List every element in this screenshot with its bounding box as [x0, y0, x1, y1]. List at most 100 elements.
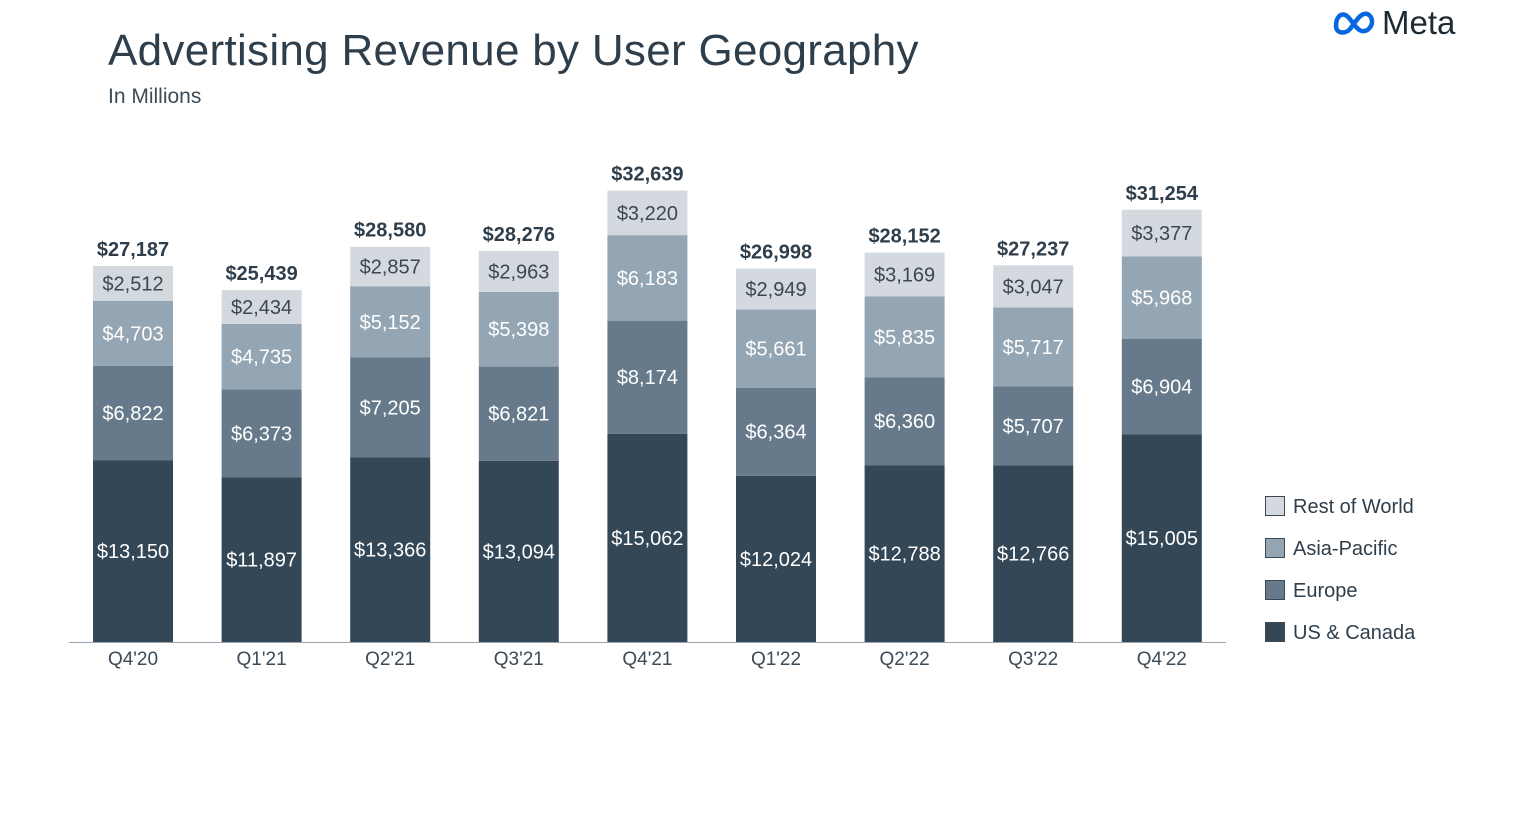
- total-label: $31,254: [1126, 183, 1199, 205]
- legend-swatch: [1265, 580, 1285, 600]
- bar-segment: [607, 190, 688, 236]
- bar-segment: [607, 320, 688, 434]
- data-label: $15,062: [611, 528, 683, 550]
- bar-segment: [993, 386, 1074, 466]
- data-label: $2,512: [102, 273, 163, 295]
- data-label: $13,150: [97, 541, 169, 563]
- data-label: $3,169: [874, 265, 935, 287]
- bar-segment: [607, 235, 688, 321]
- data-label: $6,904: [1131, 377, 1192, 399]
- data-label: $2,434: [231, 297, 292, 319]
- data-label: $5,835: [874, 327, 935, 349]
- bar-segment: [221, 290, 302, 324]
- bar-segment: [736, 309, 816, 388]
- legend-swatch: [1265, 538, 1285, 558]
- data-label: $4,703: [102, 323, 163, 345]
- data-label: $3,377: [1131, 223, 1192, 245]
- bar-segment: [221, 477, 302, 642]
- bar-segment: [607, 433, 688, 642]
- data-label: $6,821: [488, 404, 549, 426]
- total-label: $28,276: [483, 224, 555, 246]
- data-label: $5,707: [1003, 416, 1064, 438]
- legend-label: US & Canada: [1293, 622, 1416, 644]
- data-label: $7,205: [360, 397, 421, 419]
- legend-label: Europe: [1293, 580, 1358, 602]
- bar-segment: [864, 377, 945, 466]
- bar-segment: [350, 457, 431, 642]
- bar-segment: [864, 252, 945, 297]
- total-label: $25,439: [225, 263, 297, 285]
- bar-segment: [864, 465, 945, 642]
- bar-segment: [1121, 434, 1202, 642]
- bar-segment: [736, 387, 816, 476]
- chart-subtitle: In Millions: [108, 85, 202, 108]
- bar-segment: [478, 460, 559, 642]
- data-label: $3,047: [1003, 276, 1064, 298]
- data-label: $12,024: [740, 549, 812, 571]
- data-label: $5,398: [488, 319, 549, 341]
- data-label: $5,717: [1003, 337, 1064, 359]
- total-label: $27,187: [97, 239, 169, 261]
- chart-title: Advertising Revenue by User Geography: [108, 26, 919, 75]
- data-label: $13,366: [354, 540, 426, 562]
- total-label: $28,152: [868, 226, 940, 248]
- data-label: $5,152: [360, 312, 421, 334]
- data-label: $3,220: [617, 203, 678, 225]
- x-tick-label: Q4'20: [108, 649, 158, 670]
- data-label: $6,360: [874, 411, 935, 433]
- legend-swatch: [1265, 622, 1285, 642]
- bar-segment: [1121, 256, 1202, 339]
- meta-logo-text: Meta: [1382, 4, 1456, 41]
- meta-logo: Meta: [1332, 4, 1455, 42]
- bar-segment: [478, 250, 559, 292]
- legend-label: Rest of World: [1293, 496, 1414, 518]
- x-tick-label: Q2'22: [880, 649, 930, 670]
- x-tick-label: Q4'22: [1137, 649, 1187, 670]
- bar-segment: [350, 246, 431, 287]
- total-label: $26,998: [740, 242, 812, 264]
- bar-segment: [736, 268, 816, 310]
- x-tick-label: Q2'21: [365, 649, 415, 670]
- data-label: $6,373: [231, 423, 292, 445]
- bar-segment: [93, 300, 173, 366]
- data-label: $13,094: [483, 541, 555, 563]
- bar-segment: [350, 286, 431, 358]
- x-tick-label: Q4'21: [622, 649, 672, 670]
- bar-segment: [864, 296, 945, 378]
- data-label: $8,174: [617, 367, 678, 389]
- data-label: $6,183: [617, 268, 678, 290]
- data-label: $5,661: [745, 339, 806, 361]
- bar-segment: [736, 475, 816, 642]
- bar-segment: [478, 291, 559, 367]
- bar-segment: [221, 389, 302, 478]
- x-tick-label: Q3'22: [1008, 649, 1058, 670]
- bar-segment: [1121, 209, 1202, 257]
- data-label: $6,364: [745, 422, 806, 444]
- data-label: $6,822: [102, 403, 163, 425]
- bar-segment: [993, 465, 1074, 642]
- legend-label: Asia-Pacific: [1293, 538, 1397, 560]
- bar-segment: [221, 323, 302, 390]
- meta-infinity-icon: [1333, 11, 1375, 35]
- data-label: $15,005: [1126, 528, 1198, 550]
- bar-segment: [93, 365, 173, 461]
- bar-segment: [478, 366, 559, 461]
- x-tick-label: Q1'21: [237, 649, 287, 670]
- data-label: $5,968: [1131, 288, 1192, 310]
- bar-segment: [993, 307, 1074, 387]
- legend-swatch: [1265, 496, 1285, 516]
- data-label: $2,949: [745, 279, 806, 301]
- bar-segment: [1121, 338, 1202, 435]
- data-label: $2,857: [360, 256, 421, 278]
- total-label: $28,580: [354, 220, 426, 242]
- data-label: $2,963: [488, 261, 549, 283]
- data-label: $12,766: [997, 544, 1069, 566]
- total-label: $27,237: [997, 238, 1069, 260]
- bar-segment: [993, 265, 1074, 308]
- x-tick-label: Q3'21: [494, 649, 544, 670]
- data-label: $4,735: [231, 347, 292, 369]
- data-label: $12,788: [868, 544, 940, 566]
- total-label: $32,639: [611, 164, 683, 186]
- bar-segment: [93, 266, 173, 301]
